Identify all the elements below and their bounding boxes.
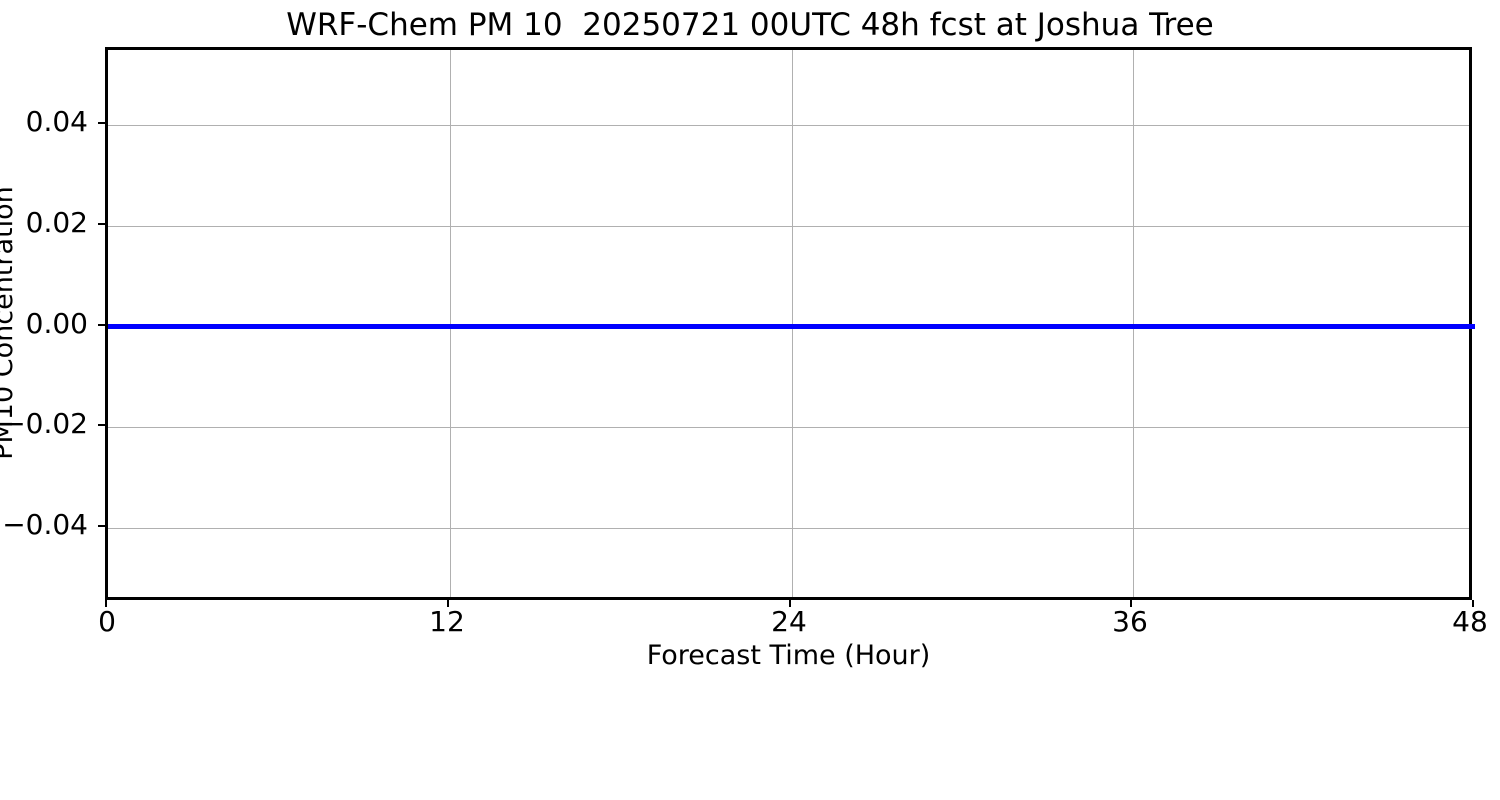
gridline-horizontal xyxy=(108,528,1469,529)
series-line-segment xyxy=(1304,324,1334,329)
series-line-segment xyxy=(421,324,451,329)
series-line-segment xyxy=(1275,324,1305,329)
y-tick-label: −0.04 xyxy=(2,508,88,541)
x-tick-label: 12 xyxy=(429,605,465,638)
x-tick-mark xyxy=(105,600,107,607)
series-line-segment xyxy=(1389,324,1419,329)
gridline-vertical xyxy=(450,50,451,597)
series-line-segment xyxy=(563,324,593,329)
series-line-segment xyxy=(136,324,166,329)
series-line-segment xyxy=(990,324,1020,329)
series-line-segment xyxy=(1076,324,1106,329)
x-tick-label: 24 xyxy=(771,605,807,638)
series-line-segment xyxy=(307,324,337,329)
plot-area xyxy=(105,47,1476,600)
series-line-segment xyxy=(193,324,223,329)
x-tick-mark xyxy=(1472,600,1474,607)
series-line-segment xyxy=(478,324,508,329)
y-tick-mark xyxy=(98,122,105,124)
series-line-segment xyxy=(819,324,849,329)
series-line-segment xyxy=(905,324,935,329)
series-line-segment xyxy=(933,324,963,329)
y-tick-mark xyxy=(98,525,105,527)
series-line-segment xyxy=(848,324,878,329)
series-line-segment xyxy=(620,324,650,329)
x-axis-label: Forecast Time (Hour) xyxy=(646,640,931,671)
data-series-layer xyxy=(108,50,1476,597)
y-tick-label: 0.04 xyxy=(25,105,88,138)
series-line-segment xyxy=(791,324,821,329)
series-line-segment xyxy=(1104,324,1134,329)
series-line-segment xyxy=(706,324,736,329)
series-line-segment xyxy=(1418,324,1447,329)
series-line-segment xyxy=(335,324,365,329)
series-line-segment xyxy=(392,324,422,329)
series-line-segment xyxy=(1161,324,1191,329)
x-tick-mark xyxy=(447,600,449,607)
y-tick-mark xyxy=(98,223,105,225)
series-line-segment xyxy=(1218,324,1248,329)
x-tick-label: 0 xyxy=(98,605,116,638)
x-tick-label: 48 xyxy=(1452,605,1488,638)
series-line-segment xyxy=(592,324,622,329)
series-line-segment xyxy=(763,324,792,329)
series-line-segment xyxy=(1332,324,1362,329)
series-line-segment xyxy=(250,324,280,329)
y-tick-label: −0.02 xyxy=(2,407,88,440)
series-line-segment xyxy=(1190,324,1220,329)
gridline-horizontal xyxy=(108,427,1469,428)
series-line-segment xyxy=(506,324,536,329)
series-line-segment xyxy=(108,324,137,329)
x-tick-mark xyxy=(1130,600,1132,607)
gridline-vertical xyxy=(792,50,793,597)
gridline-horizontal xyxy=(108,226,1469,227)
series-line-segment xyxy=(278,324,308,329)
gridline-vertical xyxy=(1133,50,1134,597)
series-line-segment xyxy=(1361,324,1391,329)
series-line-segment xyxy=(364,324,394,329)
chart-title: WRF-Chem PM 10 20250721 00UTC 48h fcst a… xyxy=(286,7,1214,43)
y-tick-mark xyxy=(98,324,105,326)
series-line-segment xyxy=(734,324,764,329)
series-line-segment xyxy=(1133,324,1163,329)
series-line-segment xyxy=(1019,324,1049,329)
gridline-horizontal xyxy=(108,125,1469,126)
series-line-segment xyxy=(164,324,194,329)
series-line-segment xyxy=(1247,324,1277,329)
series-line-segment xyxy=(221,324,251,329)
series-line-segment xyxy=(1047,324,1077,329)
x-tick-mark xyxy=(789,600,791,607)
y-tick-mark xyxy=(98,424,105,426)
y-tick-label: 0.02 xyxy=(25,206,88,239)
series-line-segment xyxy=(649,324,679,329)
series-line-segment xyxy=(677,324,707,329)
y-tick-label: 0.00 xyxy=(25,307,88,340)
series-line-segment xyxy=(1446,324,1476,329)
series-line-segment xyxy=(962,324,992,329)
series-line-segment xyxy=(535,324,565,329)
x-tick-label: 36 xyxy=(1112,605,1148,638)
series-line-segment xyxy=(449,324,479,329)
series-line-segment xyxy=(876,324,906,329)
